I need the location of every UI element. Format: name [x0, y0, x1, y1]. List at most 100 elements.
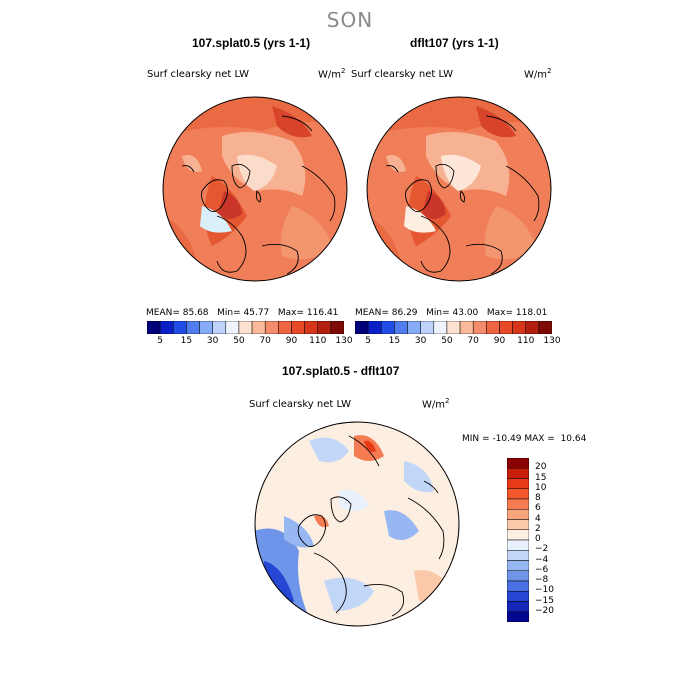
diff-colorbar-swatch	[507, 570, 529, 582]
diff-panel-title: 107.splat0.5 - dflt107	[282, 364, 400, 378]
colorbar-swatch	[304, 321, 318, 334]
diff-colorbar-swatch	[507, 468, 529, 479]
left-map-border	[162, 96, 348, 282]
diff-colorbar-swatch	[507, 539, 529, 551]
diff-colorbar-swatch	[507, 509, 529, 520]
colorbar-tick-label: 5	[365, 336, 371, 346]
right-polar-map	[366, 96, 552, 282]
colorbar-swatch	[525, 321, 540, 334]
left-units-label: W/m2	[318, 67, 346, 81]
diff-colorbar-swatch	[507, 580, 529, 592]
colorbar-swatch	[420, 321, 435, 334]
colorbar-tick-label: 90	[285, 336, 298, 346]
right-max-value: 118.01	[515, 308, 548, 318]
colorbar-swatch	[394, 321, 408, 334]
diff-map-border	[254, 421, 460, 627]
diff-map-fill	[255, 422, 459, 626]
colorbar-swatch	[186, 321, 200, 334]
left-stats-line: MEAN= 85.68 Min= 45.77 Max= 116.41	[146, 308, 339, 318]
colorbar-tick-label: 50	[441, 336, 453, 346]
left-max-value: 116.41	[306, 308, 339, 318]
colorbar-tick-label: 30	[206, 336, 219, 346]
diff-colorbar-tick-label: 4	[535, 513, 541, 524]
right-mean-value: 86.29	[391, 308, 418, 318]
colorbar-swatch	[446, 321, 461, 334]
diff-coastlines	[297, 435, 445, 617]
left-panel-title: 107.splat0.5 (yrs 1-1)	[192, 36, 311, 50]
diff-colorbar-swatch	[507, 591, 529, 602]
diff-colorbar-tick-label: 8	[535, 493, 541, 503]
diff-polar-map	[254, 421, 460, 627]
colorbar-swatch	[147, 321, 161, 334]
colorbar-swatch	[212, 321, 227, 334]
diff-colorbar-swatch	[507, 611, 529, 622]
colorbar-swatch	[251, 321, 266, 334]
diff-units-label: W/m2	[422, 397, 450, 411]
colorbar-tick-label: 15	[180, 336, 193, 346]
diff-colorbar-tick-label: −4	[535, 554, 549, 565]
colorbar-tick-label: 90	[493, 336, 506, 346]
diff-colorbar-swatch	[507, 529, 529, 541]
left-map-fill	[163, 97, 347, 281]
colorbar-swatch	[278, 321, 292, 334]
diff-colorbar-swatch	[507, 478, 529, 489]
colorbar-swatch	[407, 321, 421, 334]
right-panel-title: dflt107 (yrs 1-1)	[410, 36, 499, 50]
diff-colorbar-labels: 20 15 10 8 6 4 2 0 −2 −4 −6 −8 −10 −15 −20	[533, 458, 573, 622]
colorbar-tick-label: 15	[388, 336, 401, 346]
diff-variable-label: Surf clearsky net LW	[249, 399, 352, 410]
season-title: SON	[326, 8, 374, 32]
diff-colorbar-tick-label: 15	[535, 472, 547, 483]
colorbar-swatch	[264, 321, 279, 334]
left-coastlines	[181, 115, 336, 275]
right-variable-label: Surf clearsky net LW	[351, 69, 454, 80]
diff-colorbar-tick-label: 20	[535, 462, 547, 473]
colorbar-swatch	[199, 321, 213, 334]
colorbar-tick-label: 70	[467, 336, 479, 346]
diff-colorbar-swatch	[507, 601, 529, 612]
right-units-label: W/m2	[524, 67, 552, 81]
diff-colorbar-tick-label: 0	[535, 534, 541, 544]
diff-colorbar-tick-label: −2	[535, 544, 549, 555]
diff-colorbar-tick-label: −10	[535, 585, 554, 596]
colorbar-tick-label: 5	[157, 336, 163, 346]
diff-min-value: -10.49	[492, 434, 522, 444]
diff-colorbar-tick-label: 6	[535, 503, 541, 514]
colorbar-swatch	[499, 321, 513, 334]
colorbar-swatch	[238, 321, 253, 334]
left-polar-map	[162, 96, 348, 282]
diff-colorbar-swatch	[507, 458, 529, 469]
left-mean-value: 85.68	[182, 308, 209, 318]
colorbar-tick-label: 110	[517, 336, 535, 346]
colorbar-swatch	[472, 321, 487, 334]
colorbar-tick-label: 130	[335, 336, 353, 346]
colorbar-tick-label: 70	[259, 336, 271, 346]
colorbar-swatch	[433, 321, 448, 334]
right-map-border	[366, 96, 552, 282]
diff-colorbar	[507, 458, 529, 622]
colorbar-tick-label: 50	[233, 336, 245, 346]
diff-colorbar-tick-label: −8	[535, 575, 549, 585]
diff-colorbar-tick-label: −6	[535, 564, 549, 575]
colorbar-swatch	[512, 321, 526, 334]
diff-minmax-line: MIN = -10.49 MAX = 10.64	[462, 434, 587, 444]
right-stats-line: MEAN= 86.29 Min= 43.00 Max= 118.01	[355, 308, 548, 318]
colorbar-swatch	[381, 321, 395, 334]
colorbar-swatch	[367, 321, 382, 334]
diff-colorbar-swatch	[507, 488, 529, 500]
diff-colorbar-tick-label: −15	[535, 595, 554, 606]
colorbar-swatch	[159, 321, 174, 334]
colorbar-tick-label: 130	[543, 336, 561, 346]
colorbar-swatch	[538, 321, 552, 334]
diff-colorbar-swatch	[507, 560, 529, 571]
left-variable-label: Surf clearsky net LW	[147, 69, 250, 80]
diff-colorbar-tick-label: −20	[535, 605, 554, 616]
right-colorbar-labels: 5 15 30 50 70 90 110 130	[355, 336, 560, 348]
right-coastlines	[385, 115, 540, 275]
right-min-value: 43.00	[452, 308, 479, 318]
colorbar-swatch	[330, 321, 344, 334]
colorbar-tick-label: 110	[309, 336, 327, 346]
colorbar-tick-label: 30	[414, 336, 427, 346]
colorbar-swatch	[225, 321, 240, 334]
right-colorbar	[355, 321, 552, 334]
